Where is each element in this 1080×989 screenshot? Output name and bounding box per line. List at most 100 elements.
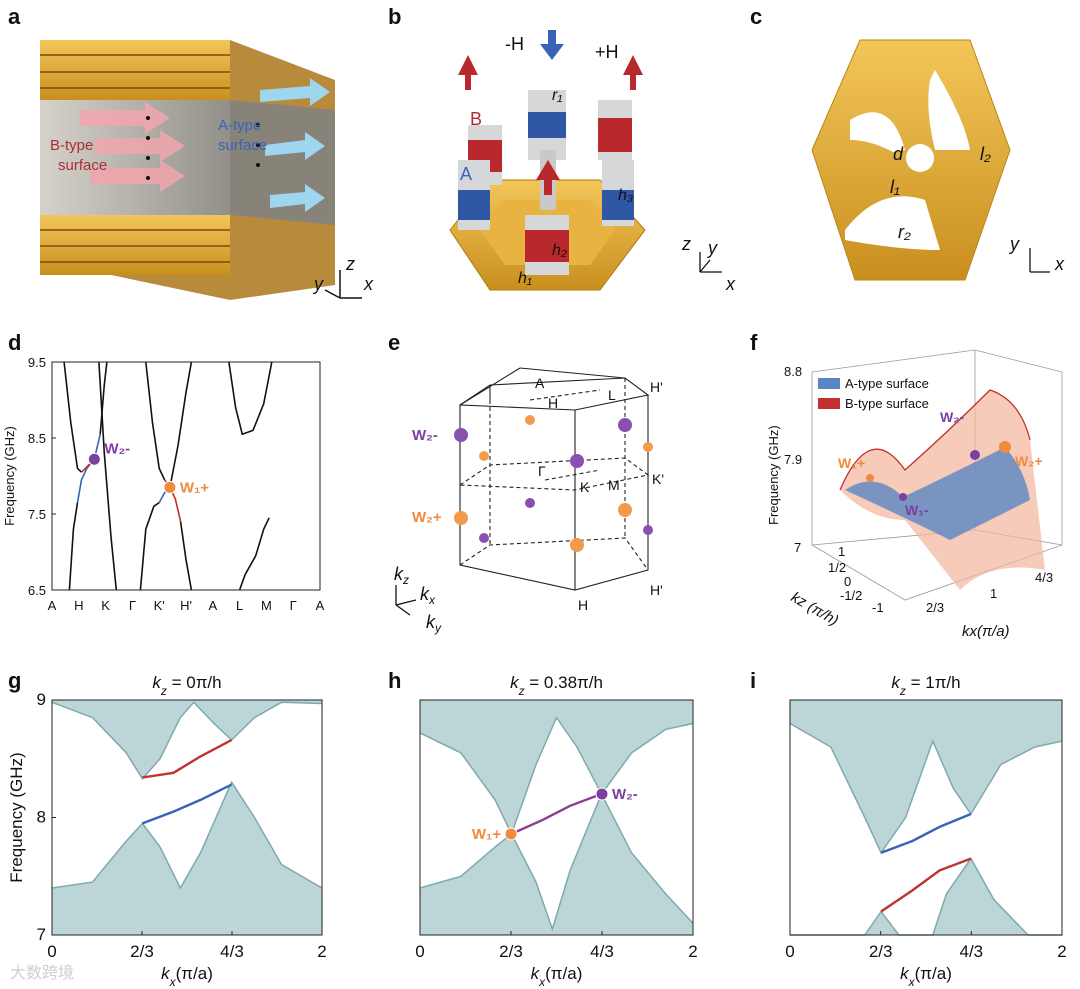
weyl-label: W₂-	[412, 427, 438, 444]
legend-swatch	[818, 398, 840, 409]
title-part: k	[152, 673, 162, 692]
weyl-label: W₂-	[612, 786, 638, 803]
kz-label: kz (π/h)	[788, 589, 841, 630]
axis-label: z	[681, 234, 691, 254]
weyl-label: W₂-	[104, 440, 130, 457]
axis-label: x	[1054, 254, 1065, 274]
kz-tick: -1/2	[840, 588, 862, 603]
xlabel-part: (π/a)	[545, 964, 582, 983]
band-line	[142, 738, 233, 779]
kx-tick: 2/3	[926, 600, 944, 615]
axis-sub: z	[402, 573, 409, 587]
xlabel-part: (π/a)	[915, 964, 952, 983]
axes-glyph	[395, 585, 417, 616]
panel-letter: a	[8, 4, 21, 29]
bulk-edge	[790, 857, 1062, 936]
title-part: z	[160, 684, 167, 698]
weyl-point	[163, 480, 177, 494]
y-axis-label: Frequency (GHz)	[2, 426, 17, 526]
b-edge	[839, 389, 1031, 491]
x-tick-label: 2	[688, 942, 697, 961]
plot-frame	[789, 699, 1063, 936]
x-tick-label: 2	[317, 942, 326, 961]
point-label: L	[608, 387, 616, 403]
x-tick-label: 2/3	[130, 942, 154, 961]
x-tick-label: Γ	[129, 598, 136, 613]
axis-label: k	[426, 612, 436, 632]
weyl-label: W₁-	[905, 502, 929, 518]
weyl-label: W₂+	[412, 509, 442, 526]
panel-c: c d l₁ l₂ r₂ y x	[750, 4, 1065, 281]
xlabel-part: (π/a)	[176, 964, 213, 983]
top-layers	[40, 40, 230, 100]
x-tick-label: 2/3	[869, 942, 893, 961]
weyl-label: W₂-	[940, 409, 964, 425]
plot-frame	[51, 361, 321, 591]
band-line	[141, 783, 233, 825]
panel-letter: b	[388, 4, 401, 29]
y-tick-label: 9	[37, 690, 46, 709]
weyl-label: W₁+	[472, 826, 501, 843]
y-tick-label: 7	[37, 925, 46, 944]
kx-tick: 1	[990, 586, 997, 601]
band-line	[511, 792, 602, 835]
weyl-label: W₁+	[180, 479, 209, 496]
x-tick-label: H'	[180, 598, 192, 613]
panel-a: a B-type surface A-type surface y z x	[8, 4, 374, 300]
x-tick-label: K	[101, 598, 110, 613]
band-line	[139, 501, 160, 591]
x-tick-label: 4/3	[220, 942, 244, 961]
title-part: = 1π/h	[906, 673, 961, 692]
x-tick-label: 4/3	[960, 942, 984, 961]
axis-label: kx	[420, 584, 436, 607]
band-line	[880, 812, 972, 854]
title: kz = 1π/h	[891, 673, 960, 698]
bulk-region	[52, 782, 322, 935]
xlabel-part: k	[900, 964, 910, 983]
bulk-region	[52, 700, 322, 779]
band-line	[63, 361, 83, 473]
band-line	[145, 361, 166, 481]
legend-label: A-type surface	[845, 376, 929, 391]
x-tick-label: A	[208, 598, 217, 613]
title: kz = 0π/h	[152, 673, 221, 698]
dots	[146, 116, 260, 180]
band-line	[76, 434, 101, 503]
dim-label: l₂	[980, 144, 991, 164]
x-tick-label: 0	[785, 942, 794, 961]
arrow	[540, 30, 564, 60]
brillouin-zone	[459, 367, 650, 591]
y-tick-label: 6.5	[28, 583, 46, 598]
xlabel-part: x	[169, 975, 177, 989]
title-part: k	[510, 673, 520, 692]
band-line	[238, 517, 270, 591]
xlabel-part: k	[161, 964, 171, 983]
axes-glyph	[324, 270, 362, 299]
panel-b: b -H +H B A r₁ h₃ h₂ h₁ z y x	[388, 4, 736, 294]
weyl-point	[504, 827, 518, 841]
weyl-points	[454, 415, 653, 552]
kz-tick: 0	[844, 574, 851, 589]
weyl-point	[87, 452, 101, 466]
kz-tick: -1	[872, 600, 884, 615]
y-tick-label: 8.5	[28, 431, 46, 446]
x-tick-label: H	[74, 598, 83, 613]
axis-label: k	[420, 584, 430, 604]
x-tick-label: A	[316, 598, 325, 613]
dim-label: r₂	[898, 222, 911, 242]
weyl-point	[999, 441, 1011, 453]
x-tick-label: 2/3	[499, 942, 523, 961]
bulk-region	[790, 858, 1062, 935]
dim-label: r₁	[552, 87, 562, 104]
xlabel-part: x	[538, 975, 546, 989]
x-tick-label: 2	[1057, 942, 1066, 961]
axis-label: y	[312, 274, 324, 294]
axis-label: x	[363, 274, 374, 294]
sublattice-label: B	[470, 109, 482, 129]
point-label: K'	[652, 471, 664, 487]
arrow	[458, 55, 478, 90]
z-tick: 7	[794, 540, 801, 555]
blue-arrows	[260, 78, 330, 212]
